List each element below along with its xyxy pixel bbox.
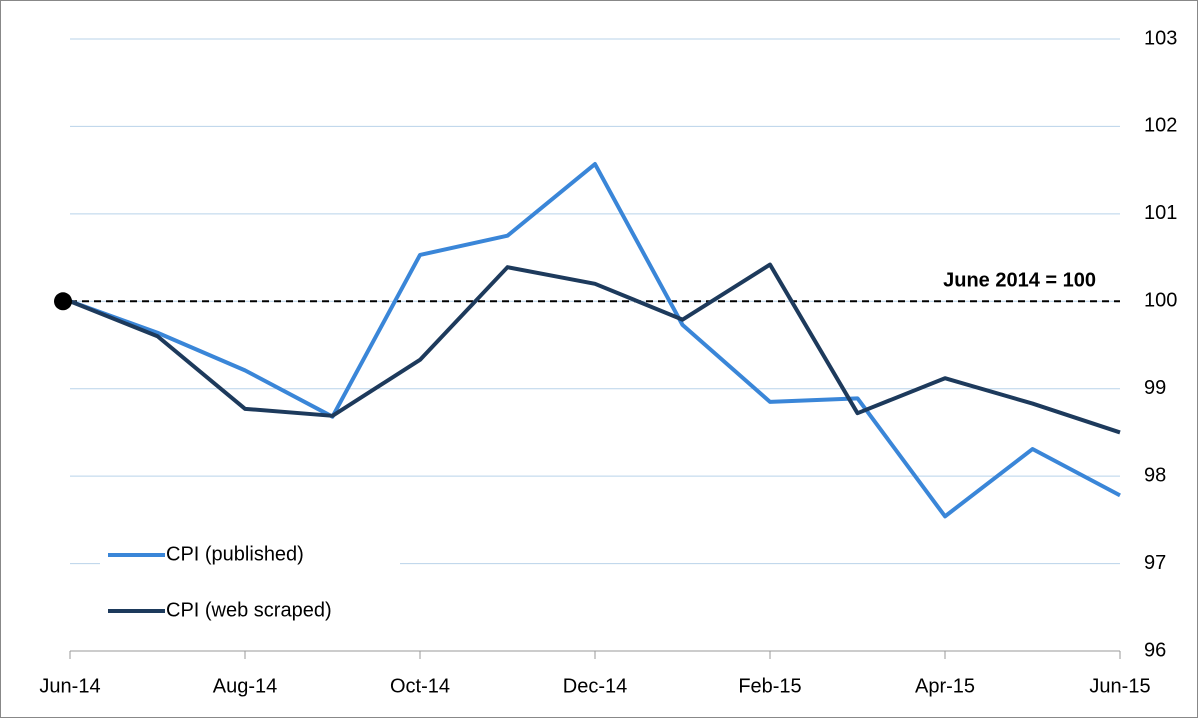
series-line — [69, 262, 1121, 435]
y-tick-label: 99 — [1144, 377, 1166, 399]
legend-bg — [100, 530, 400, 640]
x-tick-label: Oct-14 — [390, 675, 450, 697]
x-tick-label: Jun-14 — [39, 675, 100, 697]
series-line — [69, 162, 1121, 519]
y-tick-label: 100 — [1144, 290, 1177, 312]
legend-label: CPI (published) — [166, 543, 304, 565]
y-tick-label: 101 — [1144, 202, 1177, 224]
x-tick-label: Jun-15 — [1089, 675, 1150, 697]
y-tick-label: 96 — [1144, 639, 1166, 661]
y-tick-label: 103 — [1144, 27, 1177, 49]
x-tick-label: Feb-15 — [738, 675, 801, 697]
y-tick-label: 98 — [1144, 464, 1166, 486]
x-tick-label: Aug-14 — [213, 675, 278, 697]
legend-label: CPI (web scraped) — [166, 599, 332, 621]
reference-dot — [54, 292, 72, 311]
x-tick-label: Dec-14 — [563, 675, 627, 697]
y-tick-label: 97 — [1144, 552, 1166, 574]
y-tick-label: 102 — [1144, 115, 1177, 137]
x-tick-label: Apr-15 — [915, 675, 975, 697]
reference-label: June 2014 = 100 — [943, 270, 1096, 292]
